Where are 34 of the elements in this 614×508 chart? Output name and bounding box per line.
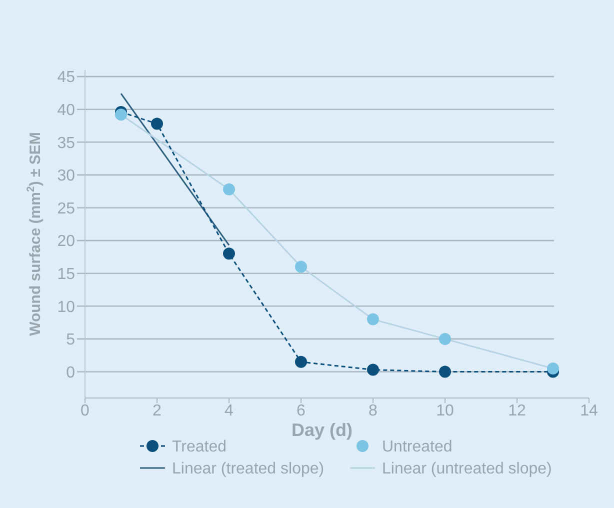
legend-label: Linear (untreated slope) bbox=[382, 460, 552, 478]
y-tick-label: 15 bbox=[57, 266, 76, 283]
y-tick-label: 20 bbox=[57, 233, 76, 250]
y-tick-label: 10 bbox=[57, 298, 76, 316]
point bbox=[115, 108, 127, 121]
point bbox=[439, 366, 451, 378]
y-tick-label: 45 bbox=[57, 69, 76, 86]
x-tick-label: 6 bbox=[296, 402, 306, 420]
x-tick-label: 2 bbox=[152, 402, 162, 420]
point bbox=[151, 118, 163, 130]
point bbox=[547, 362, 559, 374]
y-tick-label: 0 bbox=[66, 364, 76, 382]
x-tick-label: 14 bbox=[580, 402, 598, 420]
point bbox=[223, 183, 235, 196]
y-tick-label: 35 bbox=[57, 134, 76, 152]
x-axis-title: Day (d) bbox=[291, 420, 353, 440]
x-tick-label: 10 bbox=[436, 402, 454, 420]
point bbox=[295, 260, 307, 273]
y-tick-label: 25 bbox=[57, 200, 76, 218]
point bbox=[295, 356, 307, 368]
point bbox=[223, 248, 235, 260]
legend-label: Treated bbox=[172, 438, 227, 456]
x-tick-label: 4 bbox=[224, 402, 234, 420]
x-tick-label: 8 bbox=[368, 402, 378, 420]
point bbox=[367, 313, 379, 326]
x-tick-label: 12 bbox=[508, 402, 526, 420]
x-tick-label: 0 bbox=[80, 402, 90, 420]
y-tick-label: 5 bbox=[66, 332, 76, 349]
legend-label: Linear (treated slope) bbox=[172, 460, 324, 478]
y-tick-label: 30 bbox=[57, 168, 76, 185]
point bbox=[439, 332, 451, 345]
y-tick-label: 40 bbox=[57, 102, 76, 119]
legend-label: Untreated bbox=[382, 438, 452, 456]
point bbox=[367, 364, 379, 376]
